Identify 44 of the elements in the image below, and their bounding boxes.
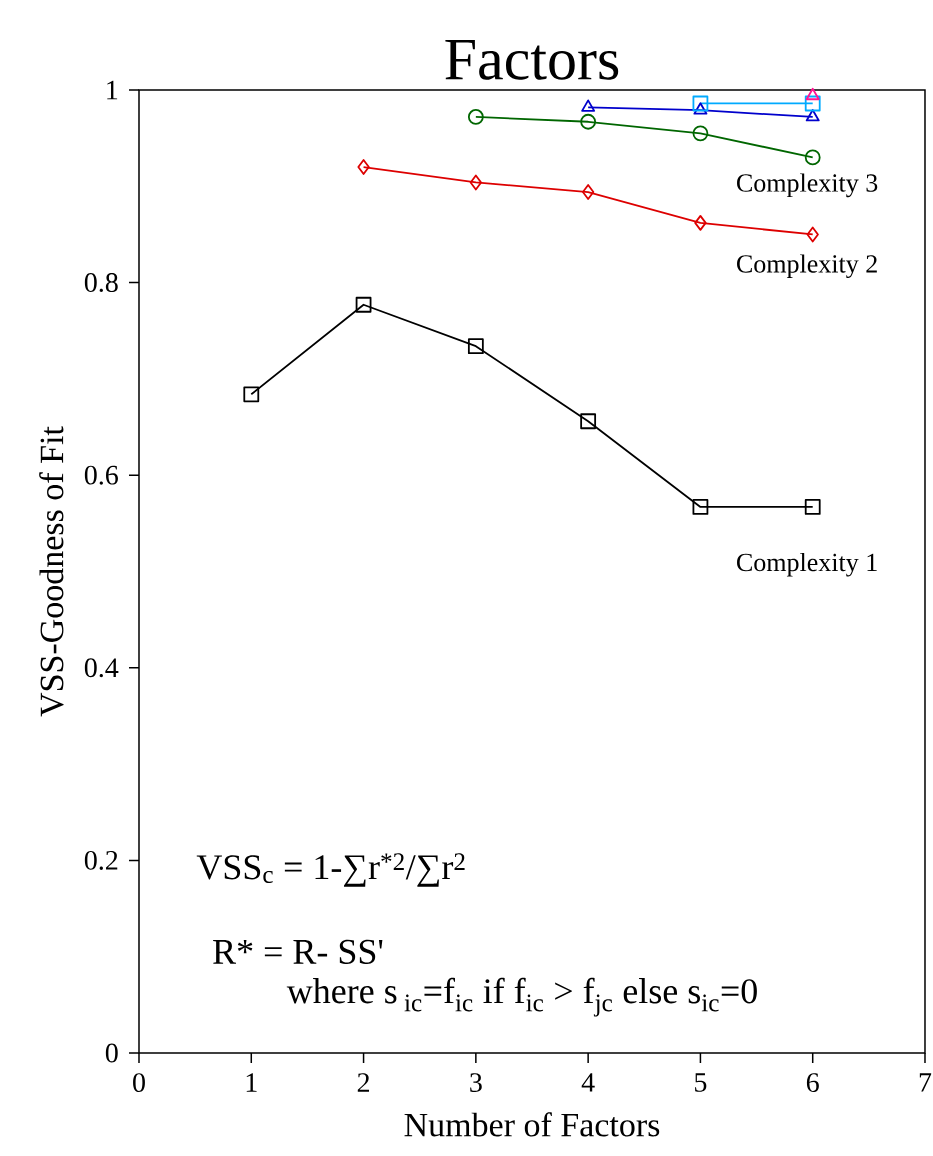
- y-tick-label: 1: [107, 80, 118, 100]
- x-tick-label: 4: [581, 1073, 595, 1092]
- point: [804, 95, 821, 112]
- point: [693, 102, 708, 115]
- text: where s$_{ic}$=f$_{ic}$ if f$_{ic}$ > f$_{jc}$ else s$_{ic}$=0: [286, 977, 757, 1017]
- point: [692, 125, 709, 142]
- point: [355, 296, 372, 313]
- point: [580, 413, 597, 430]
- point: [581, 99, 596, 112]
- point: [694, 214, 707, 231]
- point: [469, 174, 482, 191]
- annotation: R* = R- SS': [213, 939, 383, 964]
- point: [806, 226, 819, 243]
- y-tick-label: 0.8: [84, 273, 118, 293]
- point: [243, 386, 260, 403]
- y-tick-label: 0: [105, 1043, 118, 1063]
- point: [692, 95, 709, 112]
- x-tick-label: 5: [695, 1073, 707, 1092]
- x-tick-label: 1: [246, 1073, 257, 1092]
- x-tick-label: 3: [470, 1073, 482, 1092]
- x-tick-label: 7: [919, 1073, 932, 1092]
- y-tick-label: 0.4: [84, 658, 119, 678]
- y-axis-title: VSS-Goodness of Fit: [39, 426, 64, 717]
- x-tick-label: 0: [133, 1073, 145, 1093]
- point: [357, 159, 370, 175]
- point: [804, 149, 821, 166]
- x-tick-label: 2: [357, 1073, 370, 1092]
- x-tick-label: 6: [806, 1073, 819, 1092]
- point: [467, 109, 484, 125]
- y-tick-label: 0.2: [84, 850, 118, 870]
- point: [467, 338, 484, 355]
- point: [805, 109, 820, 122]
- annotation: Complexity 2: [737, 254, 877, 279]
- chart-title: Factors: [445, 39, 619, 80]
- point: [581, 184, 595, 200]
- point: [692, 499, 709, 515]
- annotation: VSS$_{c}$ = 1-∑r$^{*2}$/∑r$^{2}$: [196, 853, 465, 887]
- point: [805, 87, 820, 101]
- y-tick-label: 0.6: [84, 465, 118, 485]
- point: [580, 113, 597, 130]
- point: [804, 499, 821, 515]
- x-axis-title: Number of Factors: [404, 1112, 660, 1137]
- annotation: Complexity 1: [737, 552, 877, 577]
- annotation: Complexity 3: [737, 173, 878, 198]
